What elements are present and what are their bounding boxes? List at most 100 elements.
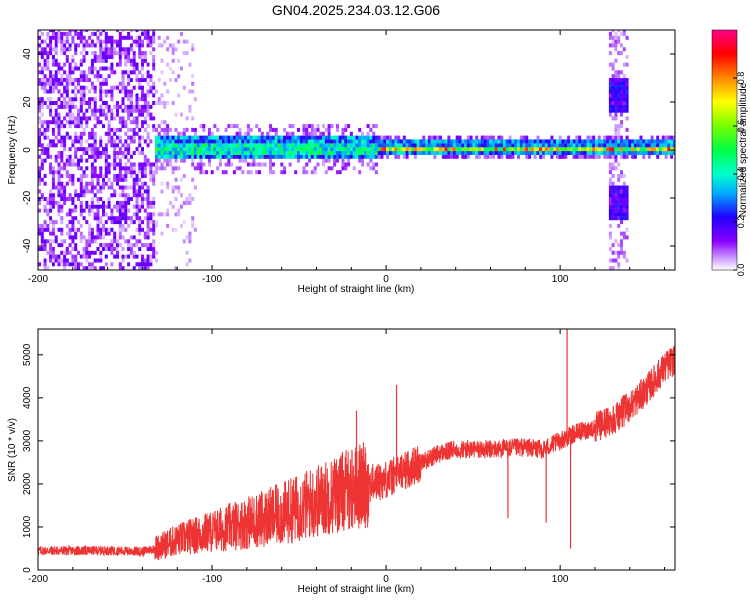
- spectrogram-cell: [104, 170, 108, 175]
- spectrogram-cell: [146, 101, 150, 105]
- spectrogram-cell: [413, 154, 417, 159]
- spectrogram-cell: [397, 135, 401, 140]
- spectrogram-cell: [63, 124, 67, 129]
- spectrogram-cell: [336, 154, 339, 159]
- spectrogram-cell: [138, 208, 142, 213]
- spectrogram-cell: [152, 220, 156, 225]
- spectrogram-cell: [511, 147, 515, 152]
- spectrogram-cell: [71, 81, 75, 86]
- spectrogram-cell: [99, 151, 103, 155]
- spectrogram-cell: [163, 135, 167, 140]
- spectrogram-cell: [51, 200, 55, 205]
- spectrogram-cell: [305, 131, 309, 136]
- spectrogram-cell: [235, 131, 239, 136]
- spectrogram-cell: [90, 143, 94, 148]
- spectrogram-cell: [141, 43, 144, 48]
- spectrogram-cell: [135, 97, 139, 102]
- spectrogram-cell: [57, 97, 61, 102]
- spectrogram-x-ticks: -200 -100 0 100: [28, 30, 666, 285]
- spectrogram-cell: [99, 120, 103, 125]
- spectrogram-cell: [118, 223, 122, 228]
- spectrogram-cell: [124, 185, 128, 190]
- spectrogram-cell: [645, 143, 649, 148]
- spectrogram-cell: [63, 200, 67, 205]
- spectrogram-cell: [246, 131, 250, 136]
- spectrogram-cell: [425, 139, 429, 144]
- spectrogram-cell: [118, 51, 122, 56]
- spectrogram-cell: [96, 204, 100, 209]
- spectrogram-cell: [193, 139, 197, 144]
- spectrogram-cell: [578, 151, 582, 155]
- spectrogram-cell: [146, 254, 150, 259]
- spectrogram-cell: [185, 116, 189, 121]
- spectrogram-cell: [625, 193, 629, 198]
- spectrogram-cell: [51, 204, 55, 209]
- spectrogram-cell: [124, 212, 128, 217]
- snr-y-axis-label: SNR (10 * v/v): [7, 418, 18, 482]
- spectrogram-cell: [672, 135, 675, 140]
- spectrogram-cell: [620, 200, 623, 205]
- spectrogram-cell: [149, 170, 153, 175]
- spectrogram-cell: [121, 166, 125, 171]
- spectrogram-cell: [645, 147, 649, 152]
- spectrogram-cell: [57, 166, 61, 171]
- spectrogram-cell: [394, 143, 398, 148]
- spectrogram-cell: [544, 139, 548, 144]
- spectrogram-cell: [40, 147, 44, 152]
- spectrogram-cell: [43, 47, 47, 52]
- spectrogram-cell: [617, 78, 621, 82]
- spectrogram-cell: [121, 189, 125, 194]
- spectrogram-cell: [408, 147, 412, 152]
- spectrogram-cell: [620, 185, 623, 190]
- spectrogram-cell: [480, 151, 484, 155]
- spectrogram-cell: [327, 166, 331, 171]
- spectrogram-cell: [166, 35, 170, 40]
- spectrogram-cell: [116, 143, 119, 148]
- spectrogram-cell: [63, 104, 67, 109]
- spectrogram-cell: [149, 162, 153, 167]
- spectrogram-cell: [363, 151, 367, 155]
- spectrogram-cell: [104, 151, 108, 155]
- spectrogram-cell: [79, 62, 83, 67]
- spectrogram-cell: [54, 258, 58, 263]
- spectrogram-cell: [121, 254, 125, 259]
- spectrogram-cell: [372, 131, 376, 136]
- spectrogram-cell: [622, 208, 626, 213]
- spectrogram-cell: [594, 139, 598, 144]
- spectrogram-cell: [302, 127, 306, 132]
- spectrogram-cell: [336, 139, 339, 144]
- spectrogram-cell: [489, 147, 493, 152]
- spectrogram-cell: [110, 212, 114, 217]
- spectrogram-cell: [54, 120, 58, 125]
- spectrogram-cell: [141, 200, 144, 205]
- spectrogram-cell: [127, 81, 131, 86]
- spectrogram-cell: [135, 227, 139, 232]
- spectrogram-cell: [608, 78, 612, 82]
- spectrogram-cell: [422, 151, 426, 155]
- spectrogram-cell: [85, 185, 89, 190]
- spectrogram-cell: [567, 147, 571, 152]
- spectrogram-cell: [216, 139, 220, 144]
- spectrogram-cell: [85, 30, 89, 33]
- spectrogram-cell: [79, 254, 83, 259]
- spectrogram-cell: [542, 143, 545, 148]
- spectrogram-cell: [567, 151, 571, 155]
- spectrogram-cell: [118, 208, 122, 213]
- spectrogram-cell: [49, 166, 53, 171]
- spectrogram-cell: [88, 223, 92, 228]
- spectrogram-cell: [46, 81, 50, 86]
- spectrogram-cell: [458, 151, 462, 155]
- spectrogram-cell: [88, 262, 92, 267]
- spectrogram-cell: [180, 147, 183, 152]
- spectrogram-cell: [322, 135, 325, 140]
- spectrogram-cell: [93, 154, 97, 159]
- spectrogram-cell: [667, 139, 671, 144]
- spectrogram-cell: [355, 135, 359, 140]
- spectrogram-cell: [631, 147, 635, 152]
- spectrogram-cell: [608, 147, 612, 152]
- spectrogram-cell: [96, 58, 100, 63]
- spectrogram-cell: [121, 193, 125, 198]
- spectrogram-cell: [297, 151, 300, 155]
- spectrogram-cell: [227, 147, 231, 152]
- spectrogram-cell: [121, 174, 125, 178]
